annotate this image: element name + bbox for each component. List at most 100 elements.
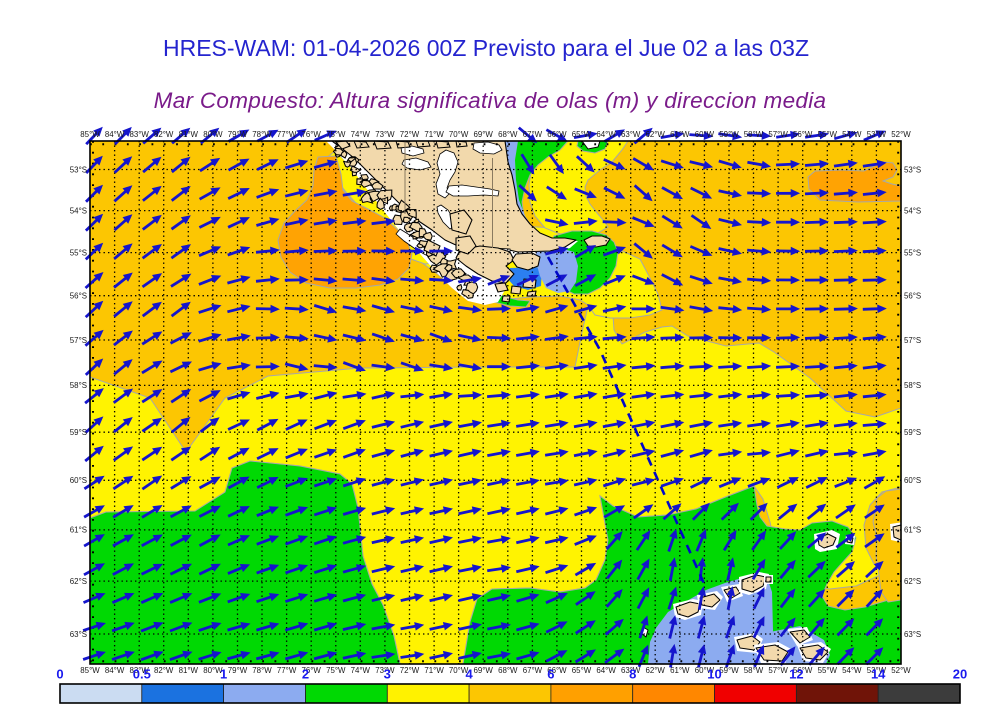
svg-text:2: 2 xyxy=(302,667,309,682)
svg-text:80°W: 80°W xyxy=(203,130,223,139)
svg-text:60°W: 60°W xyxy=(695,130,715,139)
svg-text:59°W: 59°W xyxy=(719,666,739,675)
svg-text:60°S: 60°S xyxy=(70,476,87,485)
svg-text:71°W: 71°W xyxy=(424,666,444,675)
svg-text:20: 20 xyxy=(953,667,967,682)
svg-text:4: 4 xyxy=(465,667,473,682)
svg-text:82°W: 82°W xyxy=(154,130,174,139)
svg-text:HRES-WAM: 01-04-2026 00Z Previ: HRES-WAM: 01-04-2026 00Z Previsto para e… xyxy=(163,35,809,61)
svg-text:56°S: 56°S xyxy=(70,292,87,301)
svg-text:62°W: 62°W xyxy=(646,130,666,139)
svg-text:85°W: 85°W xyxy=(80,130,100,139)
svg-text:69°W: 69°W xyxy=(474,130,494,139)
svg-text:58°S: 58°S xyxy=(70,381,87,390)
svg-text:76°W: 76°W xyxy=(302,130,322,139)
svg-text:10: 10 xyxy=(707,667,721,682)
svg-text:60°S: 60°S xyxy=(904,476,921,485)
svg-text:0.5: 0.5 xyxy=(133,667,151,682)
svg-text:56°S: 56°S xyxy=(904,292,921,301)
svg-text:84°W: 84°W xyxy=(105,130,125,139)
svg-text:3: 3 xyxy=(384,667,391,682)
svg-text:85°W: 85°W xyxy=(80,666,100,675)
svg-text:62°S: 62°S xyxy=(70,577,87,586)
svg-text:81°W: 81°W xyxy=(179,666,199,675)
svg-text:77°W: 77°W xyxy=(277,130,297,139)
svg-text:63°W: 63°W xyxy=(621,666,641,675)
svg-text:55°W: 55°W xyxy=(818,666,838,675)
svg-text:55°S: 55°S xyxy=(904,248,921,257)
svg-text:63°S: 63°S xyxy=(70,630,87,639)
svg-text:61°W: 61°W xyxy=(670,130,690,139)
svg-text:8: 8 xyxy=(629,667,636,682)
svg-text:52°W: 52°W xyxy=(891,130,911,139)
svg-text:0: 0 xyxy=(56,667,63,682)
svg-text:57°W: 57°W xyxy=(768,666,788,675)
svg-text:64°W: 64°W xyxy=(596,666,616,675)
svg-text:71°W: 71°W xyxy=(424,130,444,139)
svg-text:59°S: 59°S xyxy=(904,428,921,437)
svg-text:78°W: 78°W xyxy=(252,130,272,139)
svg-text:59°W: 59°W xyxy=(719,130,739,139)
svg-text:65°W: 65°W xyxy=(572,130,592,139)
svg-text:83°W: 83°W xyxy=(130,666,150,675)
svg-text:58°W: 58°W xyxy=(744,666,764,675)
svg-text:54°W: 54°W xyxy=(842,666,862,675)
svg-text:54°S: 54°S xyxy=(70,206,87,215)
svg-text:66°W: 66°W xyxy=(547,130,567,139)
svg-text:84°W: 84°W xyxy=(105,666,125,675)
svg-text:79°W: 79°W xyxy=(228,130,248,139)
svg-text:64°W: 64°W xyxy=(596,130,616,139)
svg-text:61°W: 61°W xyxy=(670,666,690,675)
svg-text:69°W: 69°W xyxy=(474,666,494,675)
svg-text:82°W: 82°W xyxy=(154,666,174,675)
svg-text:52°W: 52°W xyxy=(891,666,911,675)
svg-text:59°S: 59°S xyxy=(70,428,87,437)
svg-text:72°W: 72°W xyxy=(400,666,420,675)
svg-text:56°W: 56°W xyxy=(793,666,813,675)
svg-text:54°W: 54°W xyxy=(842,130,862,139)
svg-text:53°S: 53°S xyxy=(70,165,87,174)
svg-text:74°W: 74°W xyxy=(351,130,371,139)
svg-text:78°W: 78°W xyxy=(252,666,272,675)
svg-text:6: 6 xyxy=(547,667,554,682)
svg-text:56°W: 56°W xyxy=(793,130,813,139)
svg-text:53°W: 53°W xyxy=(867,130,887,139)
svg-text:58°W: 58°W xyxy=(744,130,764,139)
svg-text:57°S: 57°S xyxy=(904,336,921,345)
svg-text:53°S: 53°S xyxy=(904,165,921,174)
svg-text:61°S: 61°S xyxy=(904,526,921,535)
svg-text:79°W: 79°W xyxy=(228,666,248,675)
svg-text:73°W: 73°W xyxy=(375,130,395,139)
svg-text:63°W: 63°W xyxy=(621,130,641,139)
svg-text:Mar Compuesto: Altura signific: Mar Compuesto: Altura significativa de o… xyxy=(154,88,827,113)
svg-text:63°S: 63°S xyxy=(904,630,921,639)
svg-text:14: 14 xyxy=(871,667,886,682)
svg-text:77°W: 77°W xyxy=(277,666,297,675)
svg-text:53°W: 53°W xyxy=(867,666,887,675)
svg-text:75°W: 75°W xyxy=(326,666,346,675)
svg-text:72°W: 72°W xyxy=(400,130,420,139)
svg-text:66°W: 66°W xyxy=(547,666,567,675)
svg-text:57°S: 57°S xyxy=(70,336,87,345)
svg-text:73°W: 73°W xyxy=(375,666,395,675)
svg-text:67°W: 67°W xyxy=(523,666,543,675)
svg-text:58°S: 58°S xyxy=(904,381,921,390)
svg-text:60°W: 60°W xyxy=(695,666,715,675)
svg-text:1: 1 xyxy=(220,667,227,682)
svg-text:70°W: 70°W xyxy=(449,130,469,139)
svg-text:83°W: 83°W xyxy=(130,130,150,139)
svg-text:80°W: 80°W xyxy=(203,666,223,675)
svg-text:76°W: 76°W xyxy=(302,666,322,675)
svg-text:62°S: 62°S xyxy=(904,577,921,586)
svg-text:70°W: 70°W xyxy=(449,666,469,675)
svg-text:75°W: 75°W xyxy=(326,130,346,139)
svg-text:81°W: 81°W xyxy=(179,130,199,139)
svg-text:68°W: 68°W xyxy=(498,666,518,675)
svg-text:55°W: 55°W xyxy=(818,130,838,139)
svg-text:61°S: 61°S xyxy=(70,526,87,535)
svg-text:55°S: 55°S xyxy=(70,248,87,257)
svg-text:54°S: 54°S xyxy=(904,206,921,215)
svg-text:74°W: 74°W xyxy=(351,666,371,675)
svg-text:65°W: 65°W xyxy=(572,666,592,675)
svg-text:57°W: 57°W xyxy=(768,130,788,139)
